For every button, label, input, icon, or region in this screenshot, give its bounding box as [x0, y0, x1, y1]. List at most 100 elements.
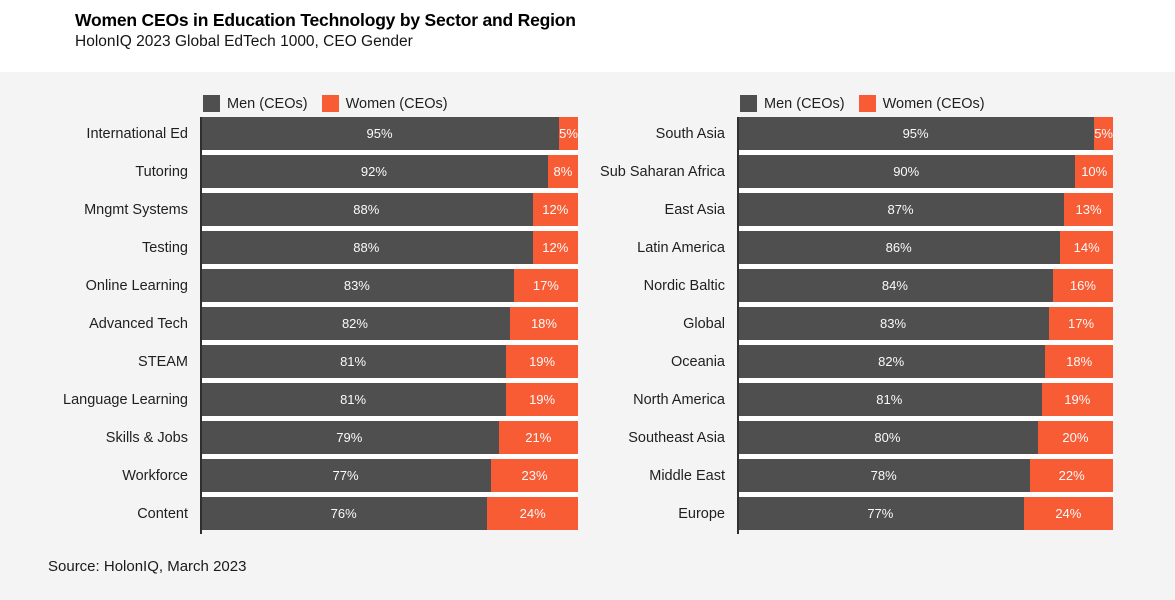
- bar-row: Content 76% 24%: [0, 497, 578, 530]
- bar-track: 95% 5%: [200, 117, 578, 150]
- women-bar-segment[interactable]: 17%: [1049, 307, 1113, 340]
- men-bar-segment[interactable]: 79%: [200, 421, 499, 454]
- men-bar-segment[interactable]: 83%: [200, 269, 514, 302]
- category-label: Europe: [678, 505, 725, 522]
- men-swatch-icon: [203, 95, 220, 112]
- bar-value-label: 81%: [340, 354, 367, 369]
- men-bar-segment[interactable]: 76%: [200, 497, 488, 530]
- men-bar-segment[interactable]: 95%: [737, 117, 1095, 150]
- legend-item-men[interactable]: Men (CEOs): [203, 95, 308, 112]
- plot-area: International Ed 95% 5% Tutoring 92% 8% Mngmt …: [0, 117, 578, 534]
- women-bar-segment[interactable]: 21%: [498, 421, 578, 454]
- women-bar-segment[interactable]: 24%: [1023, 497, 1113, 530]
- bar-row: Europe 77% 24%: [590, 497, 1113, 530]
- men-bar-segment[interactable]: 83%: [737, 307, 1050, 340]
- bar-row: Workforce 77% 23%: [0, 459, 578, 492]
- bar-row: Nordic Baltic 84% 16%: [590, 269, 1113, 302]
- women-bar-segment[interactable]: 19%: [506, 345, 578, 378]
- category-label: Workforce: [122, 467, 188, 484]
- bar-track: 88% 12%: [200, 193, 578, 226]
- category-label: Southeast Asia: [628, 429, 725, 446]
- men-bar-segment[interactable]: 92%: [200, 155, 548, 188]
- bar-track: 83% 17%: [737, 307, 1113, 340]
- legend: Men (CEOs) Women (CEOs): [203, 95, 578, 112]
- bar-value-label: 88%: [353, 202, 380, 217]
- bar-value-label: 83%: [343, 278, 370, 293]
- men-bar-segment[interactable]: 88%: [200, 231, 533, 264]
- women-bar-segment[interactable]: 12%: [532, 193, 578, 226]
- bar-track: 81% 19%: [200, 383, 578, 416]
- men-bar-segment[interactable]: 90%: [737, 155, 1076, 188]
- bar-value-label: 18%: [530, 316, 557, 331]
- women-bar-segment[interactable]: 8%: [547, 155, 578, 188]
- men-bar-segment[interactable]: 81%: [200, 345, 507, 378]
- bar-value-label: 19%: [529, 354, 556, 369]
- bar-row: Latin America 86% 14%: [590, 231, 1113, 264]
- women-swatch-icon: [321, 95, 339, 112]
- bar-value-label: 21%: [525, 430, 552, 445]
- bar-track: 81% 19%: [737, 383, 1113, 416]
- category-label: Global: [683, 315, 725, 332]
- women-bar-segment[interactable]: 18%: [1045, 345, 1113, 378]
- men-bar-segment[interactable]: 77%: [200, 459, 492, 492]
- bar-value-label: 84%: [881, 278, 908, 293]
- women-bar-segment[interactable]: 10%: [1075, 155, 1113, 188]
- bar-value-label: 88%: [353, 240, 380, 255]
- category-label: Nordic Baltic: [643, 277, 725, 294]
- men-bar-segment[interactable]: 95%: [200, 117, 560, 150]
- men-bar-segment[interactable]: 81%: [737, 383, 1042, 416]
- women-bar-segment[interactable]: 12%: [532, 231, 578, 264]
- men-swatch-icon: [740, 95, 757, 112]
- men-bar-segment[interactable]: 78%: [737, 459, 1031, 492]
- men-bar-segment[interactable]: 86%: [737, 231, 1061, 264]
- bar-value-label: 90%: [893, 164, 920, 179]
- bar-track: 84% 16%: [737, 269, 1113, 302]
- category-label: Language Learning: [63, 391, 188, 408]
- women-bar-segment[interactable]: 19%: [1041, 383, 1113, 416]
- category-label: Mngmt Systems: [84, 201, 188, 218]
- y-axis-line: [737, 117, 739, 534]
- men-bar-segment[interactable]: 80%: [737, 421, 1038, 454]
- men-bar-segment[interactable]: 88%: [200, 193, 533, 226]
- category-label: Latin America: [637, 239, 725, 256]
- bar-track: 88% 12%: [200, 231, 578, 264]
- legend-item-women[interactable]: Women (CEOs): [858, 95, 985, 112]
- women-bar-segment[interactable]: 5%: [1094, 117, 1113, 150]
- bar-value-label: 16%: [1069, 278, 1096, 293]
- women-bar-segment[interactable]: 13%: [1064, 193, 1113, 226]
- women-bar-segment[interactable]: 16%: [1052, 269, 1113, 302]
- men-bar-segment[interactable]: 84%: [737, 269, 1053, 302]
- women-bar-segment[interactable]: 24%: [487, 497, 578, 530]
- bar-value-label: 79%: [336, 430, 363, 445]
- bar-row: Tutoring 92% 8%: [0, 155, 578, 188]
- bar-value-label: 81%: [876, 392, 903, 407]
- bar-value-label: 23%: [521, 468, 548, 483]
- bar-track: 77% 23%: [200, 459, 578, 492]
- women-bar-segment[interactable]: 23%: [491, 459, 578, 492]
- category-label: Testing: [142, 239, 188, 256]
- bar-track: 90% 10%: [737, 155, 1113, 188]
- women-bar-segment[interactable]: 19%: [506, 383, 578, 416]
- men-bar-segment[interactable]: 81%: [200, 383, 507, 416]
- bar-value-label: 12%: [542, 202, 569, 217]
- men-bar-segment[interactable]: 82%: [737, 345, 1046, 378]
- women-bar-segment[interactable]: 5%: [559, 117, 578, 150]
- women-swatch-icon: [858, 95, 876, 112]
- bar-track: 86% 14%: [737, 231, 1113, 264]
- legend-item-women[interactable]: Women (CEOs): [321, 95, 448, 112]
- women-bar-segment[interactable]: 17%: [513, 269, 578, 302]
- legend-label-women: Women (CEOs): [345, 95, 448, 112]
- women-bar-segment[interactable]: 14%: [1060, 231, 1113, 264]
- men-bar-segment[interactable]: 87%: [737, 193, 1065, 226]
- women-bar-segment[interactable]: 18%: [509, 307, 578, 340]
- women-bar-segment[interactable]: 20%: [1037, 421, 1113, 454]
- men-bar-segment[interactable]: 77%: [737, 497, 1024, 530]
- category-label: International Ed: [86, 125, 188, 142]
- men-bar-segment[interactable]: 82%: [200, 307, 510, 340]
- women-bar-segment[interactable]: 22%: [1030, 459, 1113, 492]
- legend-item-men[interactable]: Men (CEOs): [740, 95, 845, 112]
- bar-track: 82% 18%: [200, 307, 578, 340]
- y-axis-line: [200, 117, 202, 534]
- bar-value-label: 83%: [880, 316, 907, 331]
- legend-label-men: Men (CEOs): [227, 95, 308, 112]
